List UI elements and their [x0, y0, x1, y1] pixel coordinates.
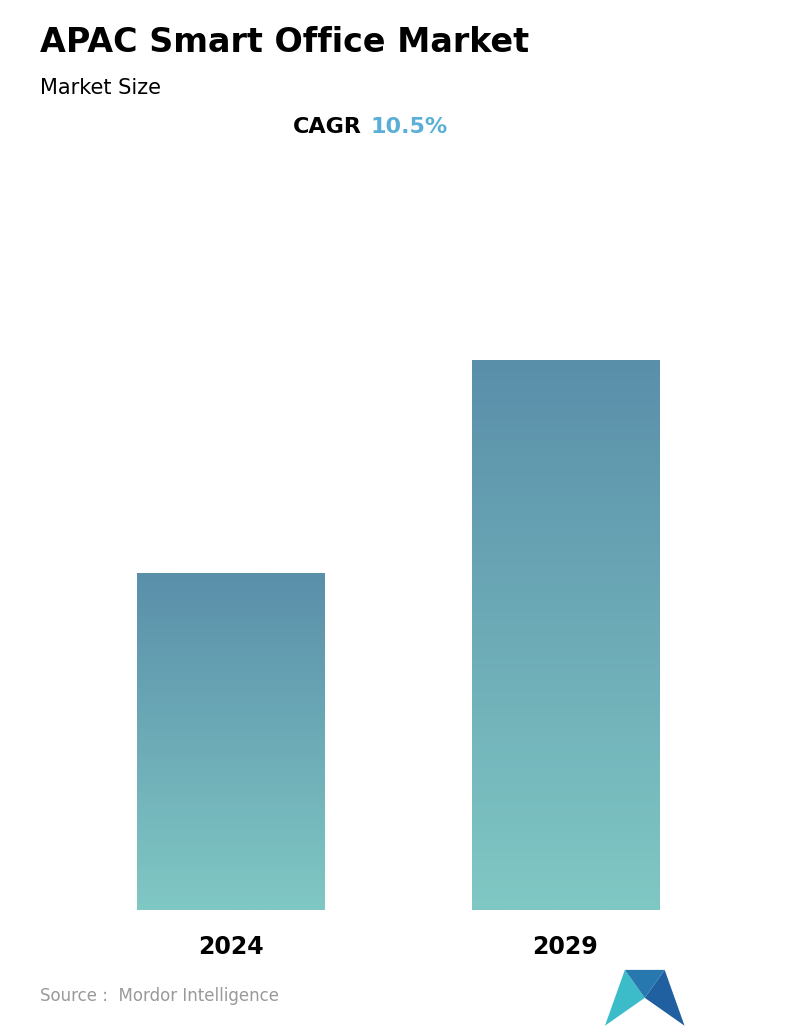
Text: Source :  Mordor Intelligence: Source : Mordor Intelligence — [40, 987, 279, 1005]
Polygon shape — [625, 970, 665, 998]
Polygon shape — [645, 970, 685, 1026]
Text: CAGR: CAGR — [293, 117, 362, 136]
Polygon shape — [605, 970, 645, 1026]
Text: APAC Smart Office Market: APAC Smart Office Market — [40, 26, 529, 59]
Text: Market Size: Market Size — [40, 78, 161, 97]
Text: 10.5%: 10.5% — [370, 117, 447, 136]
